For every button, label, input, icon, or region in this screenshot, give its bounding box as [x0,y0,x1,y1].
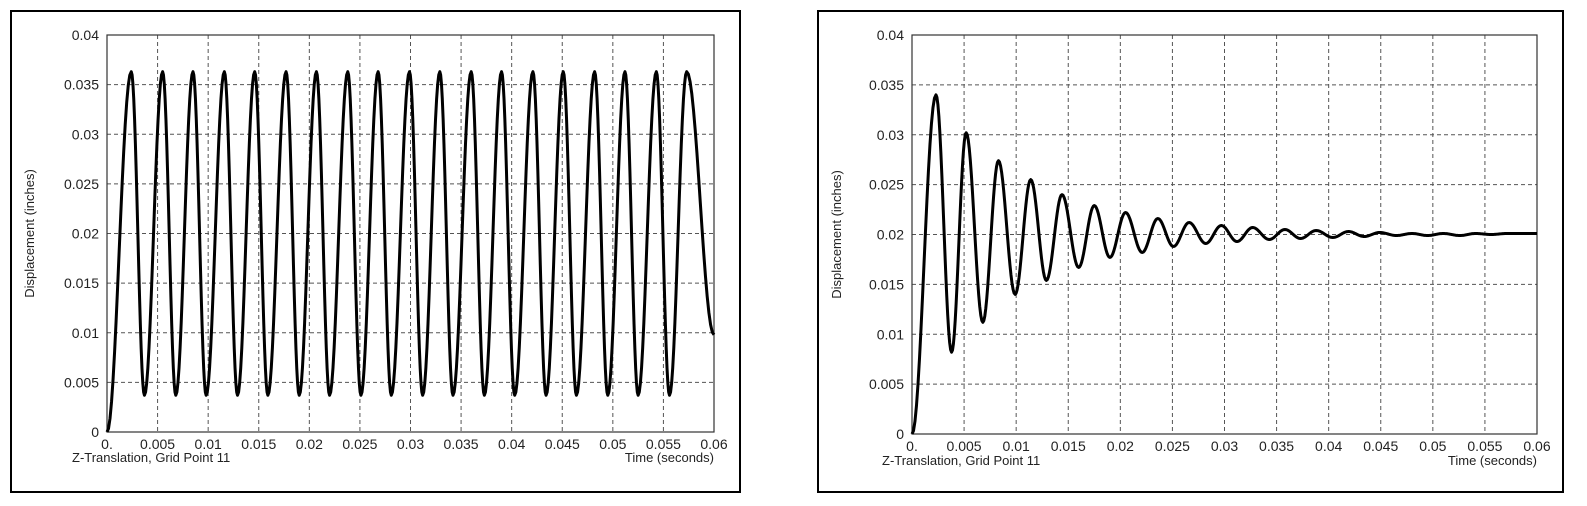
x-axis-label: Time (seconds) [625,450,714,465]
x-tick-label: 0.04 [1315,438,1342,454]
x-tick-label: 0.025 [342,436,377,452]
x-tick-label: 0. [101,436,113,452]
series-line-left-0 [105,70,716,433]
x-tick-label: 0.06 [1523,438,1550,454]
x-axis-label: Time (seconds) [1448,453,1537,468]
y-tick-label: 0.03 [877,127,904,143]
y-tick-label: 0.02 [72,226,99,242]
x-tick-label: 0.055 [646,436,681,452]
chart-svg-left: 0. 0.005 0.01 0.015 0.02 0.025 0.03 0.035 0.04 0.… [22,27,728,465]
x-tick-label: 0.05 [1419,438,1446,454]
chart-footnote: Z-Translation, Grid Point 11 [882,453,1040,468]
y-tick-label: 0.03 [72,126,99,142]
x-tick-label: 0.055 [1467,438,1502,454]
x-tick-label: 0.005 [140,436,175,452]
y-axis-label: Displacement (inches) [829,170,844,299]
y-axis-label: Displacement (inches) [22,169,37,298]
x-tick-label: 0.02 [1107,438,1134,454]
y-tick-label: 0 [91,424,99,440]
x-tick-label: 0.04 [498,436,525,452]
y-tick-label: 0.015 [869,276,904,292]
x-tick-label: 0.01 [1003,438,1030,454]
x-tick-label: 0.045 [545,436,580,452]
chart-panel-left: 0. 0.005 0.01 0.015 0.02 0.025 0.03 0.035 0.04 0.… [10,10,741,493]
x-tick-label: 0.035 [1259,438,1294,454]
x-tick-label: 0.05 [599,436,626,452]
chart-footnote: Z-Translation, Grid Point 11 [72,450,230,465]
y-tick-label: 0.04 [877,27,904,43]
y-tick-label: 0.035 [64,77,99,93]
chart-panel-right: 0. 0.005 0.01 0.015 0.02 0.025 0.03 0.035 0.04 0.… [817,10,1564,493]
x-tick-label: 0.03 [397,436,424,452]
x-tick-label: 0.03 [1211,438,1238,454]
y-tick-label: 0.005 [869,376,904,392]
y-tick-label: 0.025 [869,177,904,193]
y-tick-label: 0.04 [72,27,99,43]
chart-svg-right: 0. 0.005 0.01 0.015 0.02 0.025 0.03 0.035 0.04 0.… [829,27,1551,468]
x-tick-label: 0.02 [296,436,323,452]
y-tick-label: 0.015 [64,275,99,291]
y-tick-label: 0.005 [64,374,99,390]
x-tick-label: 0.005 [947,438,982,454]
x-tick-label: 0. [906,438,918,454]
x-tick-label: 0.01 [195,436,222,452]
y-tick-label: 0.01 [72,325,99,341]
y-tick-label: 0.035 [869,77,904,93]
series-line-right-0 [910,93,1537,435]
x-tick-label: 0.015 [1051,438,1086,454]
x-tick-label: 0.06 [700,436,727,452]
y-tick-label: 0 [896,426,904,442]
y-tick-label: 0.02 [877,227,904,243]
x-tick-label: 0.025 [1155,438,1190,454]
y-tick-label: 0.025 [64,176,99,192]
x-tick-label: 0.045 [1363,438,1398,454]
y-tick-label: 0.01 [877,326,904,342]
plot-frame-left [106,34,715,433]
x-tick-label: 0.035 [444,436,479,452]
x-tick-label: 0.015 [241,436,276,452]
